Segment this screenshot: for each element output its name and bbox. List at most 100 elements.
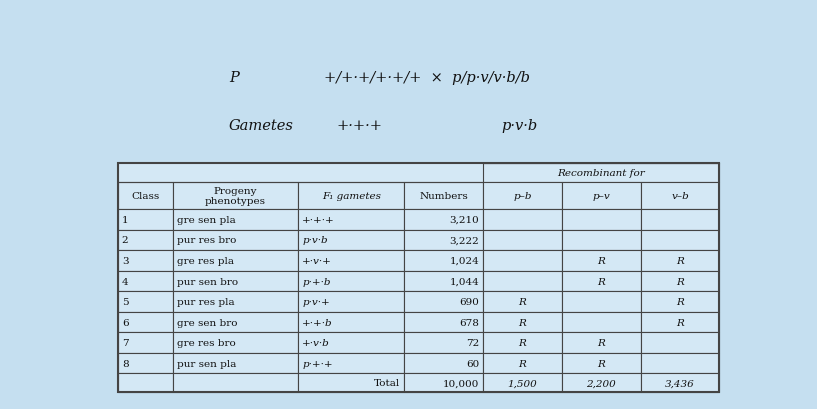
FancyBboxPatch shape: [483, 271, 562, 292]
FancyBboxPatch shape: [298, 353, 404, 373]
FancyBboxPatch shape: [118, 251, 172, 271]
Text: +·+·+: +·+·+: [302, 216, 335, 225]
FancyBboxPatch shape: [404, 292, 483, 312]
FancyBboxPatch shape: [641, 230, 720, 251]
Text: pur sen pla: pur sen pla: [176, 359, 236, 368]
FancyBboxPatch shape: [172, 312, 298, 333]
FancyBboxPatch shape: [118, 333, 172, 353]
Text: 5: 5: [122, 297, 128, 306]
FancyBboxPatch shape: [404, 183, 483, 210]
Text: Class: Class: [132, 192, 159, 201]
FancyBboxPatch shape: [483, 210, 562, 230]
FancyBboxPatch shape: [641, 373, 720, 392]
FancyBboxPatch shape: [483, 230, 562, 251]
Text: 8: 8: [122, 359, 128, 368]
Text: 1: 1: [122, 216, 128, 225]
Text: R: R: [676, 256, 684, 265]
FancyBboxPatch shape: [172, 292, 298, 312]
FancyBboxPatch shape: [118, 312, 172, 333]
Text: p·v·+: p·v·+: [302, 297, 330, 306]
FancyBboxPatch shape: [641, 312, 720, 333]
FancyBboxPatch shape: [118, 373, 172, 392]
FancyBboxPatch shape: [118, 292, 172, 312]
Text: 10,000: 10,000: [443, 378, 479, 387]
Text: 3,436: 3,436: [665, 378, 695, 387]
FancyBboxPatch shape: [404, 251, 483, 271]
Text: p·v·b: p·v·b: [302, 236, 328, 245]
FancyBboxPatch shape: [404, 271, 483, 292]
Text: R: R: [597, 256, 605, 265]
FancyBboxPatch shape: [483, 251, 562, 271]
FancyBboxPatch shape: [298, 230, 404, 251]
Text: p·v·b: p·v·b: [501, 118, 538, 133]
Text: 2: 2: [122, 236, 128, 245]
FancyBboxPatch shape: [641, 271, 720, 292]
FancyBboxPatch shape: [404, 230, 483, 251]
Text: pur res bro: pur res bro: [176, 236, 236, 245]
FancyBboxPatch shape: [298, 292, 404, 312]
Text: R: R: [518, 338, 526, 347]
FancyBboxPatch shape: [298, 373, 404, 392]
FancyBboxPatch shape: [298, 312, 404, 333]
FancyBboxPatch shape: [641, 251, 720, 271]
FancyBboxPatch shape: [172, 333, 298, 353]
Text: R: R: [597, 277, 605, 286]
Text: Gametes: Gametes: [229, 118, 293, 133]
FancyBboxPatch shape: [404, 333, 483, 353]
Text: 3,222: 3,222: [449, 236, 479, 245]
Text: p–b: p–b: [513, 192, 532, 201]
FancyBboxPatch shape: [483, 312, 562, 333]
Text: R: R: [518, 297, 526, 306]
FancyBboxPatch shape: [562, 373, 641, 392]
FancyBboxPatch shape: [118, 210, 172, 230]
Text: Recombinant for: Recombinant for: [557, 169, 645, 178]
Text: gre res pla: gre res pla: [176, 256, 234, 265]
FancyBboxPatch shape: [641, 353, 720, 373]
FancyBboxPatch shape: [483, 353, 562, 373]
FancyBboxPatch shape: [562, 271, 641, 292]
FancyBboxPatch shape: [483, 333, 562, 353]
Text: 678: 678: [459, 318, 479, 327]
Text: p·+·b: p·+·b: [302, 277, 331, 286]
Text: Progeny
phenotypes: Progeny phenotypes: [205, 187, 266, 206]
FancyBboxPatch shape: [641, 292, 720, 312]
Text: R: R: [597, 359, 605, 368]
Text: R: R: [676, 318, 684, 327]
FancyBboxPatch shape: [118, 230, 172, 251]
FancyBboxPatch shape: [172, 251, 298, 271]
Text: 2,200: 2,200: [587, 378, 616, 387]
Text: R: R: [676, 297, 684, 306]
Text: +·v·+: +·v·+: [302, 256, 332, 265]
Text: 3: 3: [122, 256, 128, 265]
FancyBboxPatch shape: [172, 373, 298, 392]
FancyBboxPatch shape: [404, 373, 483, 392]
Text: +·v·b: +·v·b: [302, 338, 330, 347]
FancyBboxPatch shape: [298, 183, 404, 210]
FancyBboxPatch shape: [562, 251, 641, 271]
Text: R: R: [518, 359, 526, 368]
FancyBboxPatch shape: [641, 333, 720, 353]
FancyBboxPatch shape: [562, 292, 641, 312]
FancyBboxPatch shape: [562, 230, 641, 251]
FancyBboxPatch shape: [118, 183, 172, 210]
FancyBboxPatch shape: [562, 312, 641, 333]
FancyBboxPatch shape: [298, 271, 404, 292]
FancyBboxPatch shape: [404, 312, 483, 333]
FancyBboxPatch shape: [172, 230, 298, 251]
Text: gre sen pla: gre sen pla: [176, 216, 235, 225]
FancyBboxPatch shape: [298, 333, 404, 353]
FancyBboxPatch shape: [562, 333, 641, 353]
Text: P: P: [229, 71, 239, 85]
Text: 60: 60: [466, 359, 479, 368]
Text: 690: 690: [459, 297, 479, 306]
FancyBboxPatch shape: [172, 271, 298, 292]
FancyBboxPatch shape: [298, 210, 404, 230]
FancyBboxPatch shape: [172, 183, 298, 210]
FancyBboxPatch shape: [172, 210, 298, 230]
Text: +/+·+/+·+/+  ×  p/p·v/v·b/b: +/+·+/+·+/+ × p/p·v/v·b/b: [324, 71, 529, 85]
Text: 1,024: 1,024: [449, 256, 479, 265]
Text: F₁ gametes: F₁ gametes: [322, 192, 381, 201]
Text: 4: 4: [122, 277, 128, 286]
Text: +·+·+: +·+·+: [337, 118, 382, 133]
FancyBboxPatch shape: [298, 251, 404, 271]
